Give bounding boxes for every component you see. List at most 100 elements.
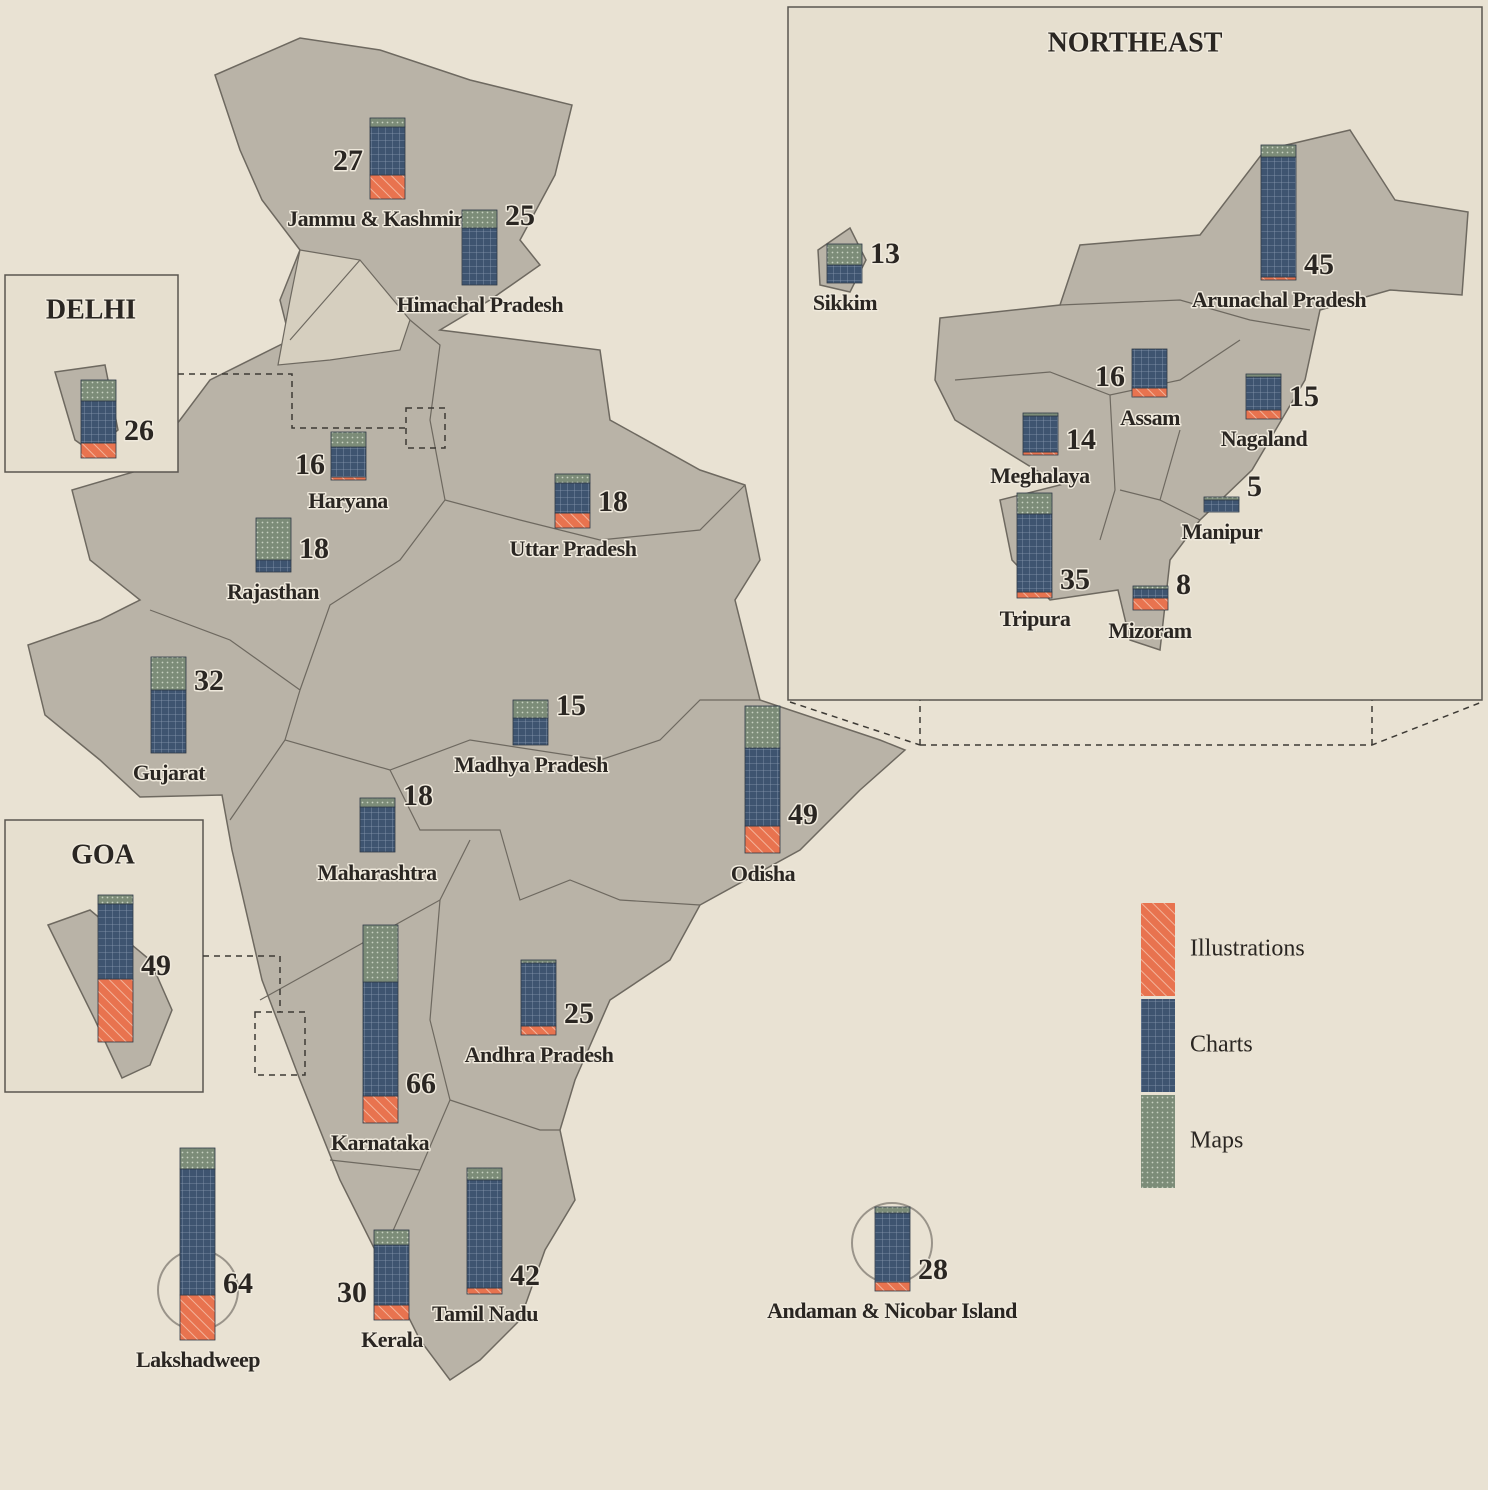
state-name: Uttar Pradesh bbox=[510, 536, 637, 561]
bar-total: 18 bbox=[598, 485, 628, 518]
inset-title: GOA bbox=[71, 839, 136, 870]
bar-total: 16 bbox=[1095, 360, 1125, 393]
bar-segment bbox=[874, 1281, 911, 1292]
bar-segment bbox=[466, 1287, 503, 1295]
bar-segment bbox=[330, 446, 367, 478]
bar-segment bbox=[1245, 409, 1282, 420]
bar-segment bbox=[1260, 144, 1297, 158]
bar-segment bbox=[373, 1229, 410, 1246]
northeast-borders bbox=[954, 299, 1311, 541]
state-name: Rajasthan bbox=[227, 579, 319, 604]
state-name: Himachal Pradesh bbox=[397, 292, 563, 317]
bar-segment bbox=[330, 476, 367, 481]
bar-segment bbox=[554, 482, 591, 514]
bar-total: 42 bbox=[510, 1259, 540, 1292]
bar-segment bbox=[373, 1304, 410, 1321]
bar-segment bbox=[826, 243, 863, 266]
bar-segment bbox=[1022, 451, 1059, 456]
state-name: Karnataka bbox=[331, 1130, 430, 1155]
bar-segment bbox=[461, 227, 498, 286]
delhi-connector bbox=[178, 373, 446, 449]
bar-total: 26 bbox=[124, 414, 154, 447]
punjab bbox=[277, 249, 411, 366]
state-name: Tamil Nadu bbox=[432, 1301, 538, 1326]
state-name: Manipur bbox=[1182, 519, 1264, 544]
bar-segment bbox=[520, 959, 557, 964]
bar-segment bbox=[1132, 585, 1169, 590]
state-name: Assam bbox=[1120, 405, 1180, 430]
bar-total: 49 bbox=[788, 798, 818, 831]
bar-total: 45 bbox=[1304, 248, 1334, 281]
inset-title: NORTHEAST bbox=[1048, 27, 1223, 58]
state-name: Jammu & Kashmir bbox=[287, 206, 464, 231]
state-name: Sikkim bbox=[813, 290, 877, 315]
bar-segment bbox=[554, 512, 591, 529]
bar-segment bbox=[744, 705, 781, 749]
legend-label: Charts bbox=[1190, 1032, 1253, 1058]
state-name: Andhra Pradesh bbox=[465, 1042, 614, 1067]
bar-segment bbox=[179, 1147, 216, 1170]
bar-segment bbox=[1132, 588, 1169, 599]
bar-segment bbox=[1016, 591, 1053, 599]
bar-segment bbox=[1022, 412, 1059, 417]
bar-segment bbox=[512, 717, 549, 746]
goa-connector bbox=[203, 955, 306, 1076]
state-name: Tripura bbox=[1000, 606, 1071, 631]
bar-segment bbox=[1022, 415, 1059, 453]
bar-segment bbox=[255, 559, 292, 573]
bar-segment bbox=[369, 126, 406, 176]
state-name: Meghalaya bbox=[990, 463, 1090, 488]
legend-swatch bbox=[1141, 903, 1175, 996]
state-name: Andaman & Nicobar Island bbox=[767, 1298, 1017, 1323]
bar-segment bbox=[150, 656, 187, 691]
bar-total: 25 bbox=[505, 199, 535, 232]
bar-segment bbox=[744, 825, 781, 854]
legend-label: Maps bbox=[1190, 1128, 1243, 1154]
bar-segment bbox=[369, 174, 406, 200]
bar-segment bbox=[466, 1179, 503, 1289]
bar-segment bbox=[362, 1095, 399, 1124]
bar-segment bbox=[80, 442, 117, 459]
state-name: Kerala bbox=[361, 1327, 423, 1352]
bar-segment bbox=[359, 797, 396, 808]
bar-total: 8 bbox=[1176, 568, 1191, 601]
bar-total: 16 bbox=[295, 448, 325, 481]
bar-segment bbox=[1203, 499, 1240, 513]
bar-segment bbox=[1016, 513, 1053, 593]
state-name: Arunachal Pradesh bbox=[1192, 287, 1367, 312]
bar-segment bbox=[97, 978, 134, 1043]
state-name: Odisha bbox=[731, 861, 796, 886]
bar-segment bbox=[512, 699, 549, 719]
bar-total: 49 bbox=[141, 949, 171, 982]
bar-segment bbox=[1260, 276, 1297, 281]
legend-label: Illustrations bbox=[1190, 936, 1305, 962]
bar-segment bbox=[520, 1025, 557, 1036]
bar-segment bbox=[1131, 348, 1168, 389]
state-name: Mizoram bbox=[1108, 618, 1191, 643]
bar-total: 15 bbox=[1289, 380, 1319, 413]
bar-segment bbox=[520, 962, 557, 1027]
bar-segment bbox=[330, 431, 367, 448]
bar-total: 15 bbox=[556, 689, 586, 722]
state-name: Haryana bbox=[308, 488, 388, 513]
bar-segment bbox=[1132, 597, 1169, 611]
bar-segment bbox=[359, 806, 396, 853]
bar-total: 28 bbox=[918, 1253, 948, 1286]
bar-segment bbox=[1016, 492, 1053, 515]
bar-segment bbox=[80, 379, 117, 402]
bar-segment bbox=[826, 264, 863, 284]
state-name: Lakshadweep bbox=[136, 1347, 260, 1372]
bar-total: 30 bbox=[337, 1276, 367, 1309]
bar-total: 13 bbox=[870, 237, 900, 270]
bar-segment bbox=[97, 903, 134, 980]
bar-total: 5 bbox=[1247, 470, 1262, 503]
bar-segment bbox=[874, 1206, 911, 1214]
bar-segment bbox=[1203, 496, 1240, 501]
bar-segment bbox=[466, 1167, 503, 1181]
state-name: Nagaland bbox=[1221, 426, 1308, 451]
legend-swatch bbox=[1141, 999, 1175, 1092]
bar-segment bbox=[461, 209, 498, 229]
ne-region bbox=[789, 700, 1483, 746]
bar-segment bbox=[150, 689, 187, 754]
